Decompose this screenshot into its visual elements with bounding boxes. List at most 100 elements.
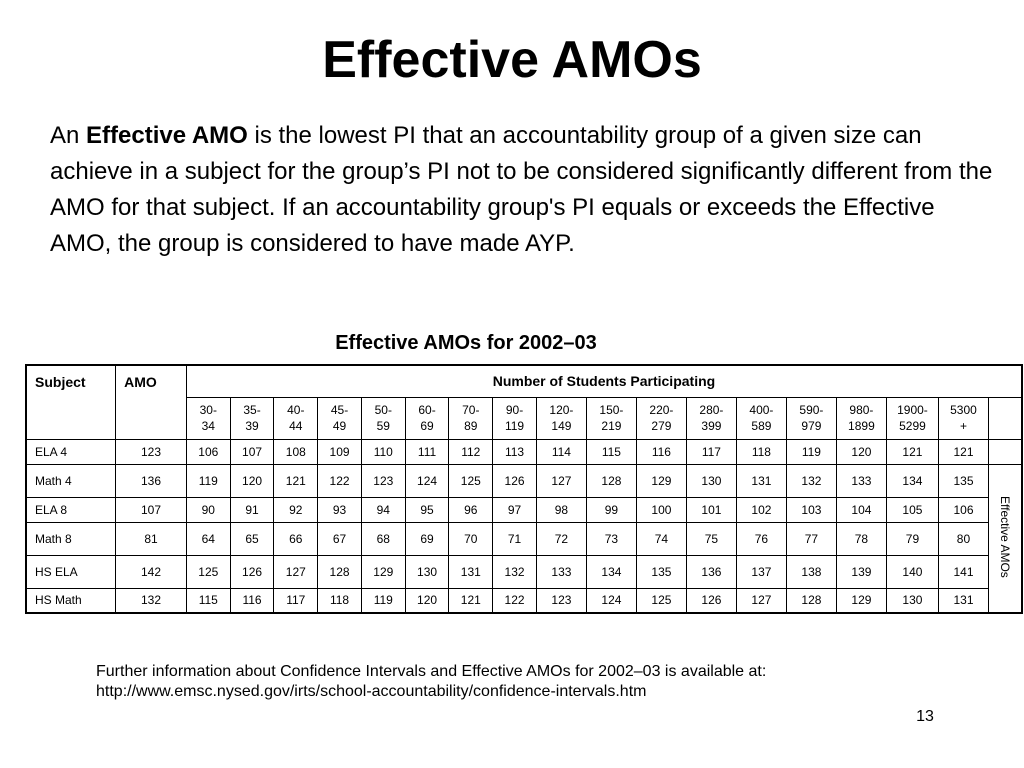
- effective-amo-cell: 95: [404, 496, 450, 523]
- definition-term: Effective AMO: [86, 122, 248, 149]
- effective-amo-cell: 133: [535, 554, 587, 589]
- effective-amo-cell: 68: [360, 521, 406, 556]
- effective-amo-cell: 74: [635, 521, 687, 556]
- footnote-link[interactable]: http://www.emsc.nysed.gov/irts/school-ac…: [96, 683, 647, 700]
- spacer-cell: [987, 438, 1023, 465]
- effective-amo-cell: 120: [835, 438, 887, 465]
- effective-amo-cell: 127: [735, 587, 787, 614]
- effective-amo-cell: 126: [685, 587, 737, 614]
- range-header: 35- 39: [229, 396, 275, 440]
- range-start: 590-: [799, 403, 824, 417]
- effective-amo-cell: 106: [937, 496, 989, 523]
- effective-amo-cell: 112: [448, 438, 494, 465]
- range-header: 220- 279: [635, 396, 687, 440]
- effective-amo-cell: 119: [185, 463, 231, 498]
- effective-amo-cell: 76: [735, 521, 787, 556]
- side-label-cell: Effective AMOs: [987, 463, 1023, 614]
- effective-amo-cell: 119: [360, 587, 406, 614]
- effective-amo-cell: 130: [404, 554, 450, 589]
- effective-amo-cell: 140: [885, 554, 939, 589]
- range-start: 400-: [749, 403, 774, 417]
- range-header: 5300 +: [937, 396, 989, 440]
- range-start: 5300: [950, 403, 977, 417]
- range-header: 400- 589: [735, 396, 787, 440]
- amo-cell: 123: [115, 438, 187, 465]
- effective-amo-cell: 136: [685, 554, 737, 589]
- effective-amo-cell: 125: [448, 463, 494, 498]
- subject-cell: ELA 4: [25, 438, 117, 465]
- effective-amo-cell: 119: [785, 438, 837, 465]
- range-end: 149: [551, 419, 572, 433]
- effective-amo-cell: 130: [885, 587, 939, 614]
- effective-amo-cell: 121: [937, 438, 989, 465]
- effective-amo-cell: 113: [492, 438, 537, 465]
- effective-amo-cell: 139: [835, 554, 887, 589]
- range-start: 220-: [649, 403, 674, 417]
- effective-amo-cell: 137: [735, 554, 787, 589]
- range-start: 70-: [462, 403, 480, 417]
- effective-amo-cell: 129: [835, 587, 887, 614]
- range-end: 89: [464, 419, 478, 433]
- range-end: 49: [332, 419, 347, 433]
- effective-amo-cell: 135: [937, 463, 989, 498]
- range-end: 399: [701, 419, 722, 433]
- effective-amo-cell: 126: [492, 463, 537, 498]
- range-end: 119: [504, 419, 525, 433]
- side-label: Effective AMOs: [997, 495, 1012, 578]
- effective-amo-cell: 77: [785, 521, 837, 556]
- effective-amo-cell: 126: [229, 554, 275, 589]
- effective-amo-cell: 129: [635, 463, 687, 498]
- definition-lead: An: [50, 122, 87, 149]
- effective-amo-cell: 66: [273, 521, 319, 556]
- effective-amo-cell: 120: [404, 587, 450, 614]
- effective-amo-cell: 78: [835, 521, 887, 556]
- range-end: 34: [201, 419, 215, 433]
- range-start: 980-: [849, 403, 874, 417]
- effective-amo-cell: 131: [937, 587, 989, 614]
- range-end: 69: [420, 419, 434, 433]
- subject-cell: HS Math: [25, 587, 117, 614]
- effective-amo-cell: 115: [185, 587, 231, 614]
- effective-amo-cell: 109: [317, 438, 362, 465]
- effective-amo-cell: 91: [229, 496, 275, 523]
- effective-amo-cell: 129: [360, 554, 406, 589]
- blank-header-cell: [987, 396, 1023, 440]
- effective-amo-cell: 120: [229, 463, 275, 498]
- range-end: 589: [751, 419, 772, 433]
- range-header: 50- 59: [360, 396, 406, 440]
- footnote-text: Further information about Confidence Int…: [96, 663, 767, 680]
- range-header: 980- 1899: [835, 396, 887, 440]
- effective-amo-cell: 125: [185, 554, 231, 589]
- effective-amo-cell: 128: [317, 554, 362, 589]
- range-header: 60- 69: [404, 396, 450, 440]
- effective-amo-cell: 69: [404, 521, 450, 556]
- effective-amo-cell: 130: [685, 463, 737, 498]
- amo-cell: 132: [115, 587, 187, 614]
- header-row: Subject AMO Number of Students Participati…: [25, 364, 1023, 440]
- effective-amo-cell: 135: [635, 554, 687, 589]
- table-row: ELA 4 123 106 107 108 109 110 111 112 113 114 115 11…: [25, 438, 1023, 465]
- definition-paragraph: An Effective AMO is the lowest PI that a…: [50, 118, 1000, 262]
- range-end: 59: [376, 419, 390, 433]
- effective-amo-cell: 105: [885, 496, 939, 523]
- effective-amo-cell: 96: [448, 496, 494, 523]
- effective-amo-cell: 128: [785, 587, 837, 614]
- effective-amo-cell: 121: [273, 463, 319, 498]
- effective-amo-cell: 107: [229, 438, 275, 465]
- effective-amo-cell: 122: [317, 463, 362, 498]
- students-participating-header: Number of Students Participating: [185, 364, 1023, 398]
- range-header: 1900- 5299: [885, 396, 939, 440]
- effective-amo-cell: 90: [185, 496, 231, 523]
- effective-amo-cell: 117: [273, 587, 319, 614]
- range-start: 280-: [699, 403, 724, 417]
- table-row: HS ELA 142 125 126 127 128 129 130 131 132 133 134 1…: [25, 554, 1022, 589]
- effective-amo-cell: 72: [535, 521, 587, 556]
- effective-amo-cell: 80: [937, 521, 989, 556]
- effective-amo-cell: 111: [404, 438, 450, 465]
- effective-amo-cell: 93: [317, 496, 362, 523]
- effective-amo-cell: 65: [229, 521, 275, 556]
- range-header: 150- 219: [585, 396, 637, 440]
- range-header: 45- 49: [317, 396, 362, 440]
- subject-cell: Math 8: [25, 521, 117, 556]
